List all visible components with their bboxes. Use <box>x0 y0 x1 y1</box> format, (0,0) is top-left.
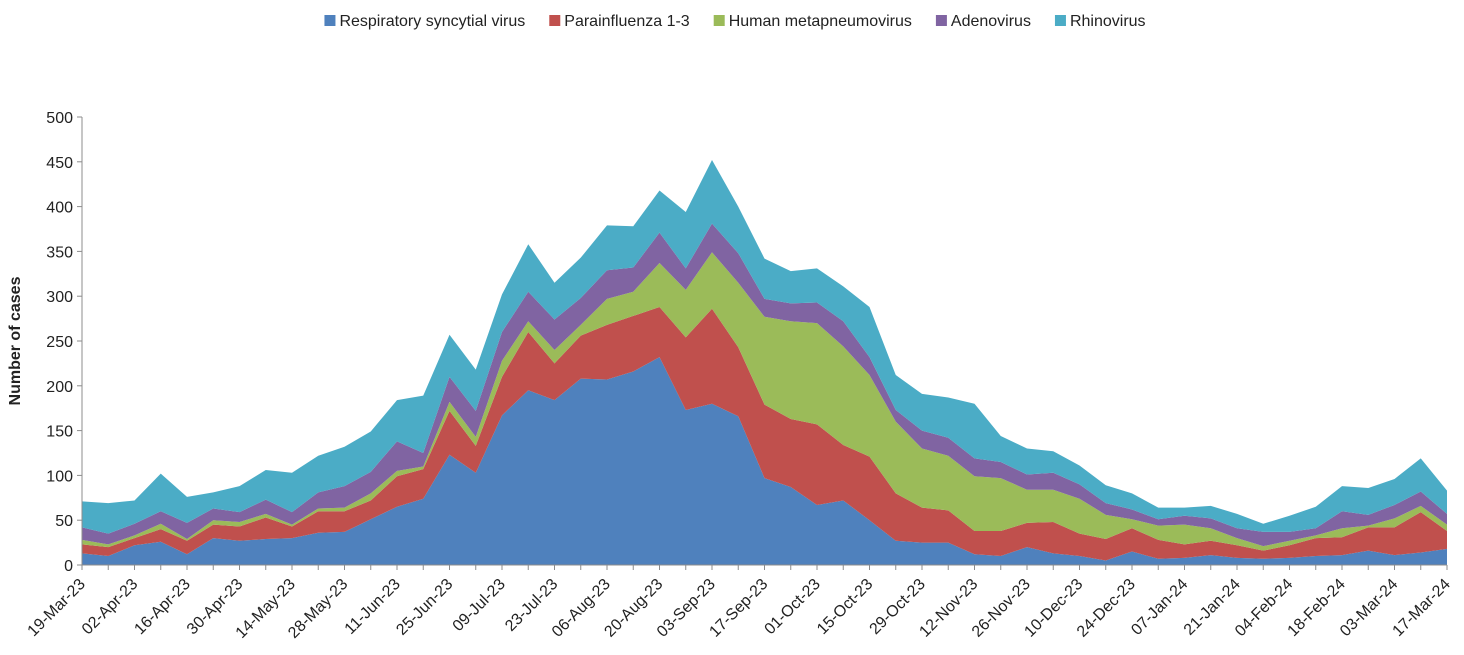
x-tick-label: 15-Oct-23 <box>814 576 876 638</box>
legend-label: Respiratory syncytial virus <box>339 13 525 30</box>
x-tick-label: 25-Jun-23 <box>393 576 456 639</box>
legend-swatch <box>549 15 561 26</box>
y-tick-label: 50 <box>55 513 73 530</box>
area <box>82 357 1447 565</box>
legend-label: Parainfluenza 1-3 <box>564 13 690 30</box>
y-tick-label: 200 <box>46 379 73 396</box>
y-tick-label: 250 <box>46 334 73 351</box>
legend-swatch <box>324 15 336 26</box>
legend-label: Human metapneumovirus <box>729 13 912 30</box>
legend: Respiratory syncytial virus Parainfluenza… <box>324 13 1146 30</box>
x-tick-label: 17-Mar-24 <box>1390 576 1454 640</box>
y-tick-label: 450 <box>46 155 73 172</box>
area <box>82 306 1447 561</box>
legend-swatch <box>1054 15 1066 26</box>
legend-swatch <box>935 15 947 26</box>
y-tick-label: 500 <box>46 110 73 127</box>
area <box>82 160 1447 534</box>
y-tick-label: 400 <box>46 200 73 217</box>
x-tick-label: 01-Oct-23 <box>762 576 824 638</box>
y-axis-title: Number of cases <box>7 276 24 405</box>
y-tick-label: 150 <box>46 424 73 441</box>
y-tick-label: 350 <box>46 244 73 261</box>
area <box>82 252 1447 551</box>
area <box>82 223 1447 547</box>
x-tick-label: 19-Mar-23 <box>25 576 89 640</box>
x-tick-label: 02-Apr-23 <box>79 576 141 638</box>
x-tick-label: 16-Apr-23 <box>131 576 193 638</box>
legend-label: Adenovirus <box>951 13 1031 30</box>
legend-swatch <box>713 15 725 26</box>
x-tick-label: 07-Jan-24 <box>1128 576 1191 639</box>
y-tick-label: 300 <box>46 289 73 306</box>
x-tick-label: 09-Jul-23 <box>450 576 509 635</box>
y-tick-label: 0 <box>64 558 73 575</box>
legend-label: Rhinovirus <box>1070 13 1146 30</box>
y-tick-label: 100 <box>46 468 73 485</box>
